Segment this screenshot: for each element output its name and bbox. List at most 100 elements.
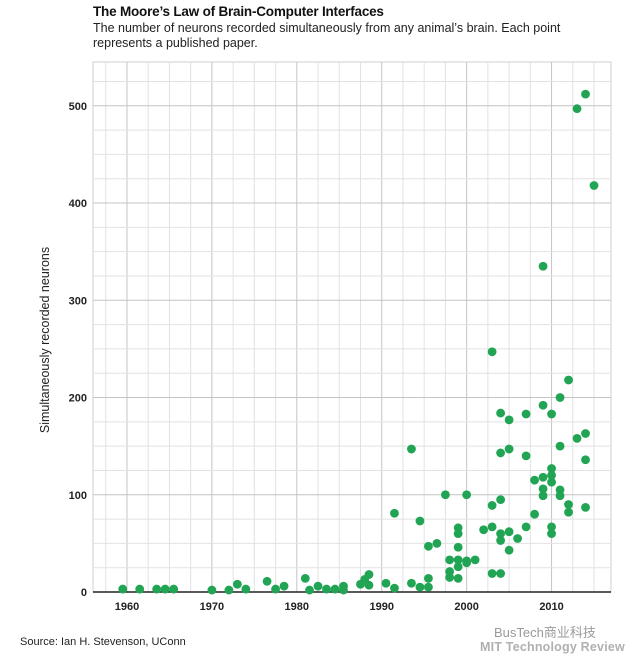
data-point: [538, 261, 548, 271]
y-tick-label: 200: [69, 393, 87, 405]
data-point: [504, 527, 514, 537]
data-point: [496, 536, 506, 545]
data-point: [513, 534, 522, 543]
data-point: [547, 464, 556, 473]
data-point: [330, 584, 340, 594]
data-point: [381, 578, 391, 588]
watermark-mit-technology-review: MIT Technology Review: [480, 640, 625, 654]
data-point: [169, 584, 179, 594]
data-point: [487, 347, 497, 357]
data-point: [118, 584, 128, 594]
data-point: [581, 89, 590, 99]
data-point: [462, 556, 472, 566]
source-note: Source: Ian H. Stevenson, UConn: [20, 636, 186, 648]
scatter-plot: 1960 1970 1980 1990 2000 2010 0 100 200 300 400 500: [69, 61, 612, 610]
data-point: [504, 545, 514, 555]
data-point: [547, 409, 556, 419]
watermark-bustech: BusTech商业科技: [494, 625, 596, 640]
data-point: [538, 484, 548, 494]
data-point: [445, 555, 455, 565]
x-tick-label: 1960: [115, 601, 139, 610]
data-point: [547, 522, 556, 532]
x-tick-label: 1980: [285, 601, 309, 610]
data-point: [135, 584, 145, 594]
data-point: [271, 584, 280, 594]
data-point: [581, 429, 590, 438]
data-point: [555, 491, 565, 501]
data-point: [538, 400, 548, 410]
data-point: [521, 451, 531, 461]
data-point: [530, 475, 539, 485]
data-point: [262, 576, 272, 586]
data-point: [496, 408, 506, 418]
data-point: [581, 502, 590, 512]
y-tick-label: 300: [69, 295, 87, 307]
data-point: [390, 508, 399, 518]
data-point: [496, 495, 506, 505]
data-point: [453, 529, 463, 539]
data-point: [521, 522, 531, 532]
y-tick-label: 100: [69, 490, 87, 502]
data-point: [300, 573, 310, 583]
data-point: [152, 584, 162, 594]
data-point: [564, 375, 573, 385]
data-point: [496, 569, 506, 578]
data-point: [572, 104, 582, 114]
data-point: [547, 477, 556, 487]
data-point: [322, 584, 331, 594]
x-tick-label: 1970: [200, 601, 224, 610]
y-tick-label: 500: [69, 101, 87, 113]
y-tick-label: 400: [69, 198, 87, 210]
y-tick-label: 0: [81, 587, 87, 599]
data-point: [530, 509, 539, 519]
chart-subtitle: The number of neurons recorded simultane…: [93, 21, 561, 50]
data-point: [538, 491, 548, 501]
data-point: [470, 555, 480, 565]
data-point: [390, 583, 399, 593]
data-point: [589, 181, 599, 190]
data-point: [496, 529, 506, 539]
data-point: [407, 444, 416, 454]
data-point: [555, 441, 565, 451]
data-point: [313, 581, 323, 591]
data-point: [279, 581, 289, 591]
data-points: [118, 89, 599, 595]
data-point: [487, 501, 497, 510]
data-point: [453, 555, 463, 565]
data-point: [555, 393, 565, 402]
data-point: [224, 585, 234, 595]
data-point: [424, 582, 433, 592]
data-point: [521, 409, 531, 419]
y-axis-label: Simultaneously recorded neurons: [38, 246, 52, 434]
data-point: [547, 529, 556, 539]
data-point: [462, 490, 472, 500]
data-point: [564, 500, 573, 509]
grid: [92, 61, 612, 593]
data-point: [453, 562, 463, 572]
data-point: [339, 585, 348, 595]
data-point: [415, 516, 425, 526]
data-point: [407, 578, 416, 588]
x-tick-label: 1990: [369, 601, 393, 610]
data-point: [160, 584, 170, 594]
data-point: [207, 585, 217, 595]
data-point: [415, 582, 425, 592]
data-point: [496, 448, 506, 458]
data-point: [241, 584, 251, 594]
data-point: [538, 472, 548, 482]
data-point: [581, 455, 590, 465]
data-point: [432, 538, 442, 548]
data-point: [232, 579, 242, 589]
data-point: [441, 490, 450, 500]
data-point: [487, 569, 497, 578]
data-point: [547, 470, 556, 480]
data-point: [424, 573, 433, 583]
chart-title: The Moore’s Law of Brain-Computer Interf…: [93, 4, 384, 19]
data-point: [453, 542, 463, 552]
data-point: [445, 573, 455, 582]
data-point: [364, 580, 374, 590]
data-point: [504, 444, 514, 454]
tick-labels: 1960 1970 1980 1990 2000 2010 0 100 200 300 400 500: [69, 101, 564, 610]
data-point: [364, 570, 374, 579]
data-point: [305, 585, 314, 595]
